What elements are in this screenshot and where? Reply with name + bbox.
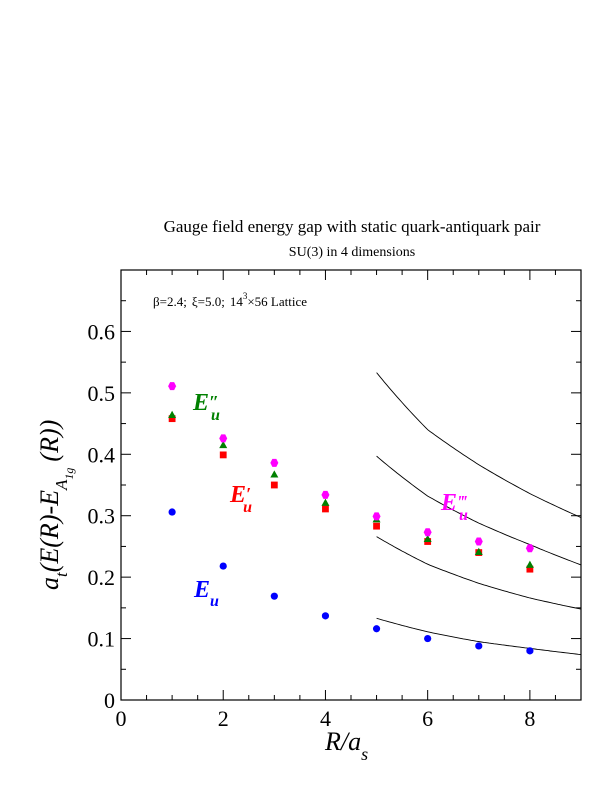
x-tick-label: 4 [320,706,331,731]
point-e-u-double-prime [168,410,177,418]
x-tick-label: 0 [116,706,127,731]
point-e-u-prime [322,505,329,513]
series-label-main: E [193,577,210,603]
chart-subtitle: SU(3) in 4 dimensions [289,245,415,260]
y-tick-label: 0 [104,688,115,713]
y-axis-label-mid: (E(R)-E [35,490,64,572]
series-label: E″ u [192,390,220,424]
point-e-u-double-prime [423,534,432,543]
point-e-u-prime [168,415,176,423]
x-axis-label-main: R/a [324,727,361,756]
annotation-beta: β=2.4; [153,294,187,309]
series-label-main: E [192,390,209,416]
point-e-u [321,612,330,620]
fit-curve [376,455,582,566]
point-e-u-triple-prime [321,490,330,499]
point-e-u-prime [270,481,278,489]
plot-frame [120,269,582,701]
y-axis-label-sub-a: A [52,479,71,491]
y-axis-label-sub-1g: 1g [62,468,76,480]
point-e-u-triple-prime [474,537,483,546]
series-label: E‴ u [440,490,468,524]
series-label: E′ u [229,482,252,516]
point-e-u-double-prime [474,547,483,555]
point-e-u-triple-prime [525,544,534,553]
point-e-u-double-prime [321,498,330,506]
x-axis-label-sub: s [361,744,368,764]
y-tick-label: 0.5 [88,381,116,406]
series-label: Eu [193,577,219,610]
series-label-sub: u [243,499,252,516]
fit-curve [376,536,582,610]
series-label-sub: u [459,507,468,524]
annotation-lattice-base: 14 [230,294,244,309]
fit-curves [376,372,582,655]
data-points [168,382,534,655]
point-e-u-double-prime [219,440,228,449]
point-e-u [168,508,176,516]
annotation-lattice-rest: ×56 Lattice [247,294,307,309]
series-label-prime: ‴ [457,492,467,512]
point-e-u-triple-prime [168,382,177,391]
fit-curve [376,617,582,655]
point-e-u-prime [373,522,380,530]
point-e-u [475,642,483,650]
point-e-u-triple-prime [219,434,228,443]
point-e-u-triple-prime [423,528,432,537]
point-e-u-prime [219,451,227,459]
annotation-lattice-exp: 3 [243,291,248,301]
series-label-main: E [440,490,457,516]
point-e-u-triple-prime [372,512,381,521]
point-e-u [424,634,432,643]
series-labels: EuE′ uE″ uE‴ u [192,390,468,610]
point-e-u-double-prime [525,560,534,568]
series-label-sub: u [211,407,220,424]
x-tick-label: 8 [524,706,535,731]
y-axis-label-sub-t: t [52,571,71,577]
point-e-u-triple-prime [270,458,279,467]
fit-curve [376,372,582,519]
annotation-xi: ξ=5.0; [192,294,225,309]
y-tick-label: 0.1 [88,627,116,652]
point-e-u-double-prime [270,470,279,478]
axis-ticks: 0 2 4 6 8 0 0.1 0.2 0.3 0.4 0.5 0.6 [88,269,582,731]
series-label-main: E [229,482,246,508]
point-e-u [526,647,534,655]
y-axis-label-a: a [35,577,64,590]
x-tick-label: 6 [422,706,433,731]
y-tick-label: 0.3 [88,504,116,529]
series-label-prime: ′ [246,484,251,504]
point-e-u [270,592,278,600]
series-label-sub: u [210,593,219,610]
y-tick-label: 0.4 [88,442,116,467]
x-tick-label: 2 [218,706,229,731]
y-axis-label-end: (R)) [35,420,64,462]
lattice-annotation: β=2.4; ξ=5.0; 143×56 Lattice [153,291,307,309]
y-tick-label: 0.2 [88,565,116,590]
series-label-prime: ″ [209,392,219,412]
x-axis-label: R/as [324,727,368,764]
point-e-u [219,562,227,570]
y-tick-label: 0.6 [88,319,116,344]
point-e-u-prime [526,565,534,573]
y-axis-label: at(E(R)-EA1g (R)) [35,420,76,590]
point-e-u [372,625,381,633]
chart-title: Gauge field energy gap with static quark… [164,217,541,236]
